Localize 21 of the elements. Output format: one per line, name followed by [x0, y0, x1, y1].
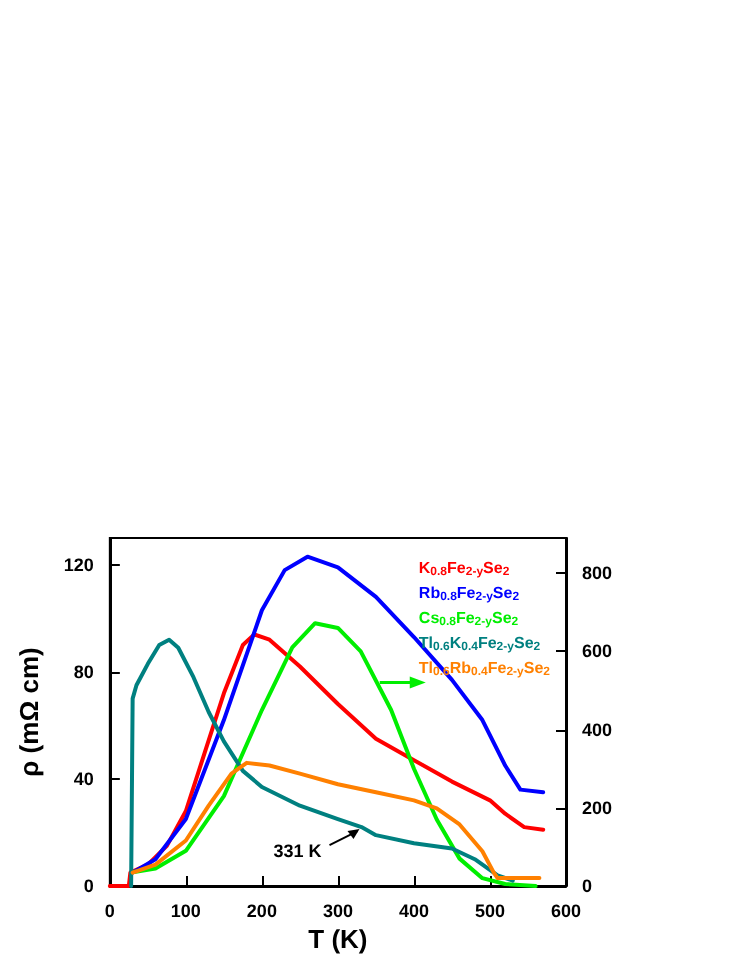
x-tick-label: 0 — [104, 901, 115, 921]
annotation: 331 K — [273, 841, 323, 862]
x-axis-title: T (K) — [308, 924, 368, 954]
y-tick-label: 120 — [63, 554, 94, 575]
x-tick-label: 500 — [474, 901, 505, 921]
x-tick-label: 400 — [398, 901, 429, 921]
line-series — [130, 554, 546, 875]
y-tick-label: 0 — [83, 876, 94, 896]
y2-tick-label: 200 — [582, 797, 613, 818]
y2-tick-label: 600 — [582, 641, 613, 662]
x-tick-label: 300 — [322, 901, 353, 921]
x-tick-label: 100 — [170, 901, 201, 921]
y2-tick-label: 400 — [582, 719, 613, 740]
y2-tick-label: 0 — [582, 876, 593, 896]
x-tick-label: 200 — [246, 901, 277, 921]
line-series — [130, 760, 542, 880]
y-tick-label: 40 — [73, 768, 94, 789]
y-tick-label: 80 — [73, 661, 94, 682]
x-tick-label: 600 — [550, 901, 582, 921]
y2-tick-label: 800 — [582, 563, 613, 584]
y-axis-title: ρ (mΩ cm) — [14, 647, 44, 777]
